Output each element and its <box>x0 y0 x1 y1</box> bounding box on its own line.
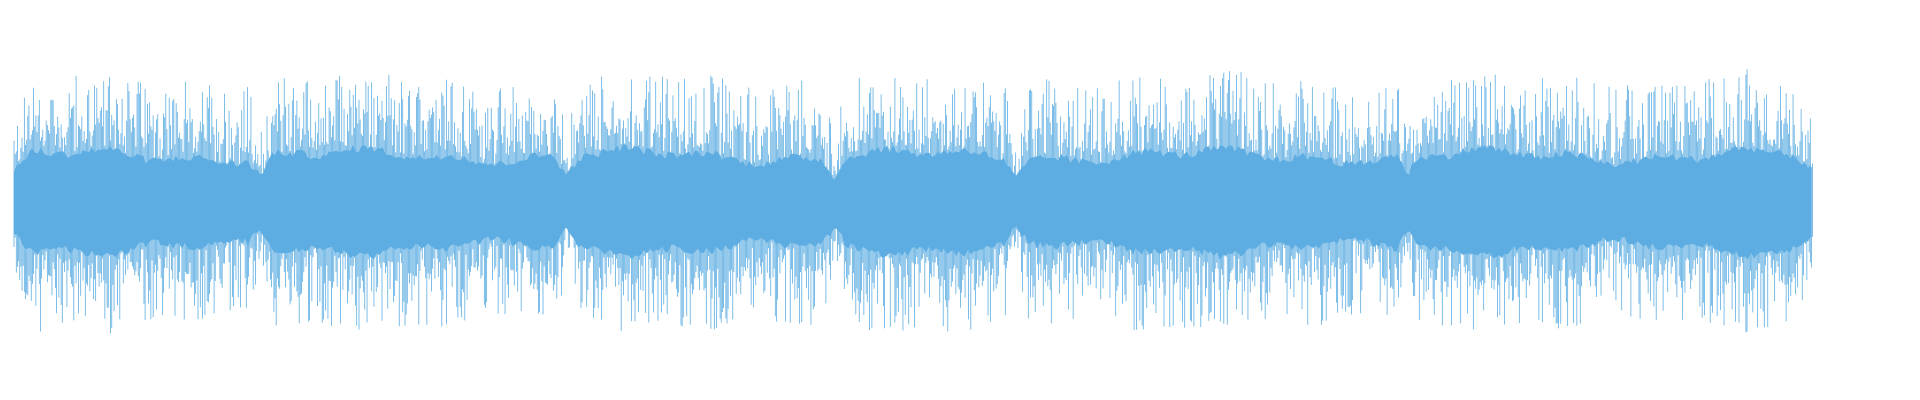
waveform-core <box>14 144 1811 260</box>
